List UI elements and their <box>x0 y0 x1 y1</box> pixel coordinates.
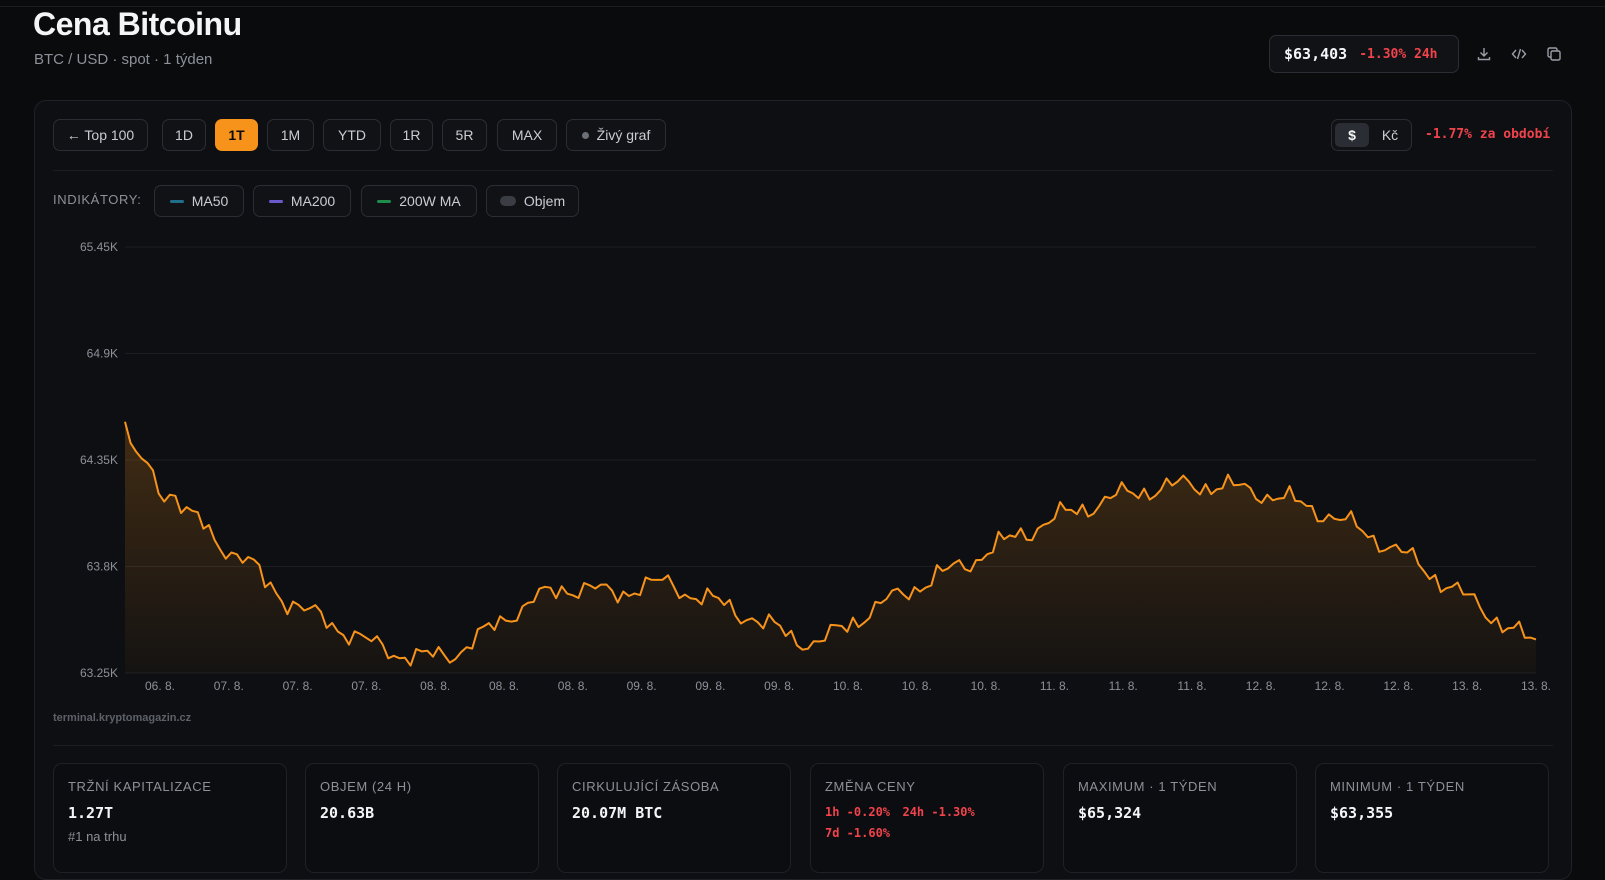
stat-sub: #1 na trhu <box>68 829 127 844</box>
current-price: $63,403 <box>1284 45 1348 63</box>
range-max[interactable]: MAX <box>497 119 557 151</box>
price-ticker: $63,403 -1.30% 24h <box>1269 35 1459 73</box>
x-tick-label: 11. 8. <box>1040 679 1069 693</box>
range-1d[interactable]: 1D <box>162 119 206 151</box>
stat-label: ZMĚNA CENY <box>825 779 916 794</box>
stat-label: OBJEM (24 H) <box>320 779 412 794</box>
x-tick-label: 08. 8. <box>558 679 588 693</box>
ma200-swatch-icon <box>268 199 283 203</box>
price-line <box>124 421 1537 667</box>
currency-usd[interactable]: $ <box>1335 123 1369 147</box>
change-24h-stat: 24h -1.30% <box>902 805 975 819</box>
code-icon[interactable] <box>1509 44 1529 64</box>
currency-czk[interactable]: Kč <box>1381 127 1399 143</box>
live-chart-label: Živý graf <box>596 127 651 143</box>
x-tick-label: 07. 8. <box>283 679 313 693</box>
x-tick-label: 11. 8. <box>1177 679 1206 693</box>
y-tick-label: 63.25K <box>80 666 118 680</box>
x-tick-label: 08. 8. <box>420 679 450 693</box>
live-dot-icon <box>581 131 589 139</box>
x-tick-label: 09. 8. <box>764 679 794 693</box>
indicator-200w-label: 200W MA <box>399 193 461 209</box>
x-tick-label: 10. 8. <box>833 679 863 693</box>
stat-value: $65,324 <box>1078 804 1142 822</box>
x-tick-label: 07. 8. <box>351 679 381 693</box>
stat-value: 1.27T <box>68 804 114 822</box>
x-tick-label: 13. 8. <box>1521 679 1551 693</box>
period-change: -1.77% za období <box>1425 127 1551 142</box>
indicator-200w-ma[interactable]: 200W MA <box>361 185 477 217</box>
y-tick-label: 64.35K <box>80 453 118 467</box>
indicators-label: INDIKÁTORY: <box>53 192 142 207</box>
stat-max: MAXIMUM · 1 TÝDEN $65,324 <box>1063 763 1297 873</box>
price-chart[interactable]: 65.45K 64.9K 64.35K 63.8K 63.25K 06. 8. 07. 8… <box>0 0 1605 851</box>
x-tick-label: 09. 8. <box>627 679 657 693</box>
stat-price-change: ZMĚNA CENY 1h -0.20% 24h -1.30% 7d -1.60… <box>810 763 1044 873</box>
x-tick-label: 07. 8. <box>214 679 244 693</box>
range-ytd[interactable]: YTD <box>323 119 381 151</box>
stat-label: CIRKULUJÍCÍ ZÁSOBA <box>572 779 720 794</box>
range-1r[interactable]: 1R <box>390 119 433 151</box>
change-1h: 1h -0.20% <box>825 805 891 819</box>
watermark: terminal.kryptomagazin.cz <box>53 712 192 724</box>
copy-icon[interactable] <box>1544 44 1564 64</box>
chart-card <box>34 100 1572 880</box>
stat-label: MAXIMUM · 1 TÝDEN <box>1078 779 1218 794</box>
currency-toggle: $ Kč <box>1331 119 1412 151</box>
x-tick-label: 11. 8. <box>1109 679 1138 693</box>
x-tick-label: 12. 8. <box>1246 679 1276 693</box>
toolbar-divider <box>53 170 1553 171</box>
stat-market-cap: TRŽNÍ KAPITALIZACE 1.27T #1 na trhu <box>53 763 287 873</box>
indicator-volume[interactable]: Objem <box>486 185 579 217</box>
x-tick-label: 12. 8. <box>1315 679 1345 693</box>
ma50-swatch-icon <box>169 199 184 203</box>
indicator-volume-label: Objem <box>523 193 566 209</box>
range-5r[interactable]: 5R <box>442 119 487 151</box>
stat-label: TRŽNÍ KAPITALIZACE <box>68 779 212 794</box>
stat-value: $63,355 <box>1330 804 1394 822</box>
y-tick-label: 63.8K <box>87 560 118 574</box>
indicator-ma200-label: MA200 <box>290 193 336 209</box>
x-tick-label: 06. 8. <box>145 679 175 693</box>
y-tick-label: 64.9K <box>87 347 118 361</box>
x-tick-label: 10. 8. <box>902 679 932 693</box>
x-tick-label: 13. 8. <box>1452 679 1482 693</box>
x-tick-label: 10. 8. <box>971 679 1001 693</box>
page-title: Cena Bitcoinu <box>33 6 242 42</box>
200w-swatch-icon <box>377 199 392 203</box>
stat-volume: OBJEM (24 H) 20.63B <box>305 763 539 873</box>
y-tick-label: 65.45K <box>80 240 118 254</box>
range-1t[interactable]: 1T <box>215 119 258 151</box>
indicator-ma50[interactable]: MA50 <box>154 185 244 217</box>
indicator-ma50-label: MA50 <box>191 193 229 209</box>
back-top100-button[interactable]: ← Top 100 <box>53 119 148 151</box>
x-tick-label: 09. 8. <box>695 679 725 693</box>
stats-divider <box>53 745 1553 746</box>
stat-min: MINIMUM · 1 TÝDEN $63,355 <box>1315 763 1549 873</box>
stat-value: 20.63B <box>320 804 375 822</box>
change-24h: -1.30% 24h <box>1359 46 1438 62</box>
top-divider <box>0 6 1605 7</box>
indicator-ma200[interactable]: MA200 <box>253 185 351 217</box>
live-chart-button[interactable]: Živý graf <box>566 119 666 151</box>
stat-label: MINIMUM · 1 TÝDEN <box>1330 779 1465 794</box>
volume-swatch-icon <box>499 196 516 206</box>
range-1m[interactable]: 1M <box>267 119 314 151</box>
download-icon[interactable] <box>1474 44 1494 64</box>
stat-value: 20.07M BTC <box>572 804 663 822</box>
price-area <box>125 421 1536 673</box>
change-7d: 7d -1.60% <box>825 826 891 840</box>
stat-supply: CIRKULUJÍCÍ ZÁSOBA 20.07M BTC <box>557 763 791 873</box>
x-tick-label: 12. 8. <box>1383 679 1413 693</box>
page-subtitle: BTC / USD · spot · 1 týden <box>34 51 213 68</box>
x-tick-label: 08. 8. <box>489 679 519 693</box>
